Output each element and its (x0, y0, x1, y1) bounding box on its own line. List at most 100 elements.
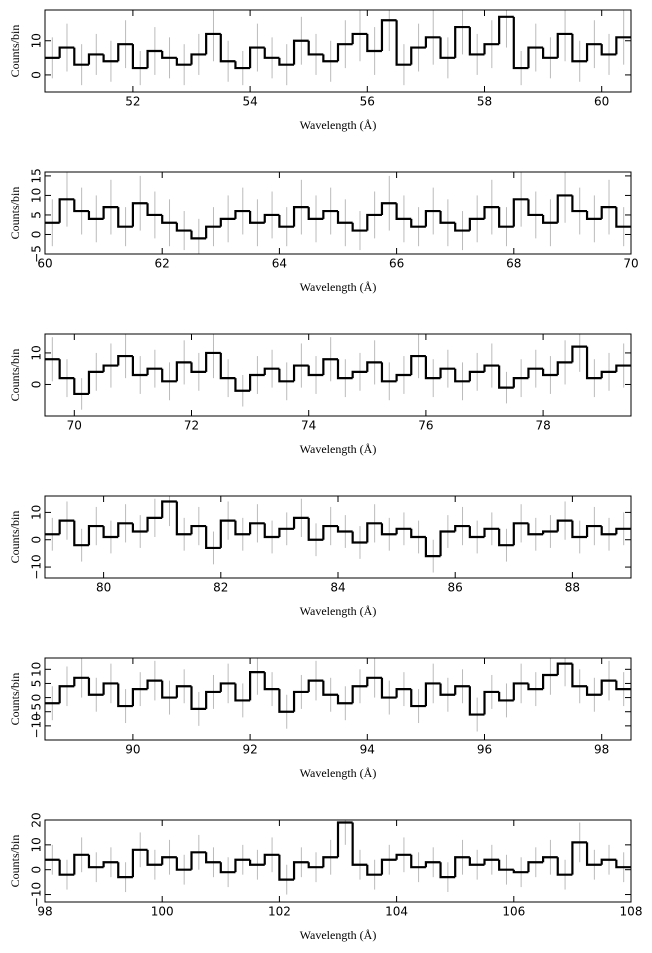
histogram-step (439, 37, 456, 59)
y-tick-label: 0 (30, 231, 44, 239)
x-tick-label: 86 (448, 581, 463, 595)
x-tick-label: 68 (506, 257, 521, 271)
histogram-step (454, 25, 470, 58)
histogram-step (351, 822, 368, 866)
histogram-step (234, 858, 251, 873)
histogram-step (498, 528, 514, 547)
histogram-step (468, 526, 485, 539)
histogram-step (351, 685, 368, 704)
histogram-step (146, 516, 163, 532)
histogram-step (278, 689, 295, 713)
histogram-step (175, 57, 192, 66)
histogram-step (542, 214, 558, 224)
histogram-step (395, 688, 412, 698)
histogram-step (175, 222, 192, 232)
histogram-step (175, 501, 192, 536)
x-axis-label: Wavelength (Å) (300, 280, 377, 294)
histogram-step (249, 671, 265, 701)
histogram-step (249, 522, 265, 535)
histogram-step (600, 44, 617, 56)
histogram-step (542, 673, 558, 690)
histogram-step (600, 526, 617, 536)
histogram-step (161, 368, 177, 383)
plot-frame (44, 333, 632, 417)
histogram-step (249, 211, 265, 224)
histogram-step (615, 364, 631, 372)
histogram-step (175, 685, 192, 698)
histogram-step (439, 367, 456, 379)
histogram-step (322, 856, 338, 868)
histogram-step (307, 679, 324, 692)
histogram-step (190, 230, 207, 240)
y-tick-label: −10 (30, 882, 44, 907)
histogram-step (117, 207, 133, 228)
histogram-step (292, 861, 309, 880)
y-tick-label: 5 (30, 211, 44, 219)
histogram-step (439, 530, 456, 557)
histogram-step (175, 857, 192, 871)
x-tick-label: 98 (594, 743, 609, 757)
histogram-step (190, 53, 207, 65)
histogram-step (117, 43, 133, 62)
histogram-step (58, 685, 75, 704)
histogram-step (542, 856, 558, 863)
histogram-step (102, 682, 119, 695)
x-tick-label: 64 (272, 257, 287, 271)
histogram-step (395, 203, 412, 220)
x-tick-label: 74 (301, 419, 316, 433)
histogram-step (585, 686, 602, 696)
histogram-step (58, 46, 75, 58)
histogram-step (424, 356, 441, 380)
histogram-step (73, 199, 89, 213)
histogram-step (205, 351, 221, 372)
y-axis-label: Counts/bin (8, 25, 22, 78)
histogram-step (571, 663, 588, 688)
y-tick-label: −5 (30, 245, 44, 263)
histogram-step (380, 523, 397, 536)
x-tick-label: 72 (184, 419, 199, 433)
histogram-step (234, 61, 251, 70)
histogram-step (498, 15, 514, 45)
histogram-step (615, 207, 631, 228)
histogram-step (366, 864, 382, 876)
histogram-step (263, 672, 280, 691)
histogram-step (234, 520, 251, 536)
histogram-step (87, 677, 104, 696)
histogram-step (336, 43, 353, 62)
histogram-step (366, 213, 382, 231)
y-tick-label: 5 (30, 680, 44, 688)
plot-frame (44, 495, 632, 579)
x-tick-label: 92 (242, 743, 257, 757)
histogram-step (263, 367, 280, 375)
histogram-step (307, 862, 324, 869)
histogram-step (58, 519, 75, 535)
x-tick-label: 70 (623, 257, 638, 271)
histogram-step (249, 859, 265, 866)
histogram-step (263, 213, 280, 223)
histogram-step (556, 857, 573, 876)
histogram-step (512, 198, 529, 227)
histogram-step (351, 370, 368, 379)
histogram-step (161, 214, 177, 224)
x-tick-label: 88 (565, 581, 580, 595)
x-tick-label: 84 (330, 581, 345, 595)
x-axis-label: Wavelength (Å) (300, 766, 377, 780)
histogram-step (424, 861, 441, 868)
x-axis-label: Wavelength (Å) (300, 928, 377, 942)
x-tick-label: 58 (477, 95, 492, 109)
histogram-step (512, 522, 529, 546)
histogram-step (102, 206, 119, 219)
histogram-step (395, 853, 412, 860)
histogram-step (219, 862, 236, 874)
histogram-step (234, 378, 251, 392)
histogram-step (161, 680, 177, 699)
y-axis-label: Counts/bin (8, 835, 22, 888)
histogram-step (380, 19, 397, 51)
histogram-step (234, 209, 251, 219)
y-axis-label: Counts/bin (8, 511, 22, 564)
histogram-step (600, 206, 617, 219)
histogram-step (483, 206, 500, 219)
y-axis-label: Counts/bin (8, 187, 22, 240)
histogram-step (498, 691, 514, 702)
histogram-step (87, 524, 104, 546)
